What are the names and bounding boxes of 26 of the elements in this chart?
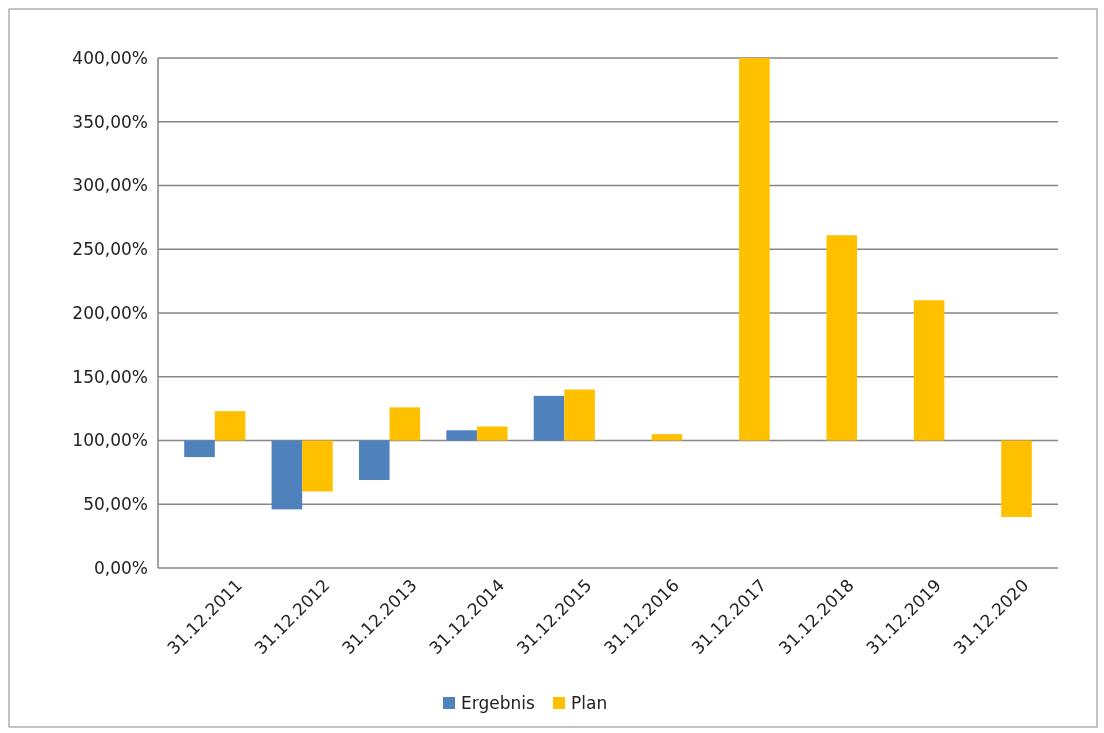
- bar: [564, 389, 595, 441]
- bar: [913, 300, 945, 441]
- y-tick-label: 50,00%: [83, 494, 148, 515]
- y-tick-label: 150,00%: [72, 366, 148, 387]
- bar: [389, 407, 421, 441]
- bar: [214, 411, 246, 441]
- y-tick-label: 350,00%: [72, 111, 148, 132]
- bar: [271, 440, 303, 510]
- y-tick-label: 400,00%: [72, 47, 148, 68]
- bar: [476, 426, 508, 441]
- bar: [358, 440, 390, 481]
- legend-label: Ergebnis: [461, 692, 535, 713]
- bar: [446, 430, 477, 441]
- y-tick-label: 200,00%: [72, 302, 148, 323]
- bar: [302, 440, 333, 492]
- legend-label: Plan: [571, 692, 608, 713]
- y-tick-label: 250,00%: [72, 239, 148, 260]
- y-tick-label: 300,00%: [72, 175, 148, 196]
- bar: [739, 58, 770, 441]
- y-tick-label: 100,00%: [72, 430, 148, 451]
- bar: [651, 434, 683, 441]
- bar: [1001, 440, 1032, 517]
- y-tick-label: 0,00%: [93, 557, 148, 578]
- bar: [533, 395, 565, 441]
- bar: [826, 235, 858, 441]
- bar: [184, 440, 215, 458]
